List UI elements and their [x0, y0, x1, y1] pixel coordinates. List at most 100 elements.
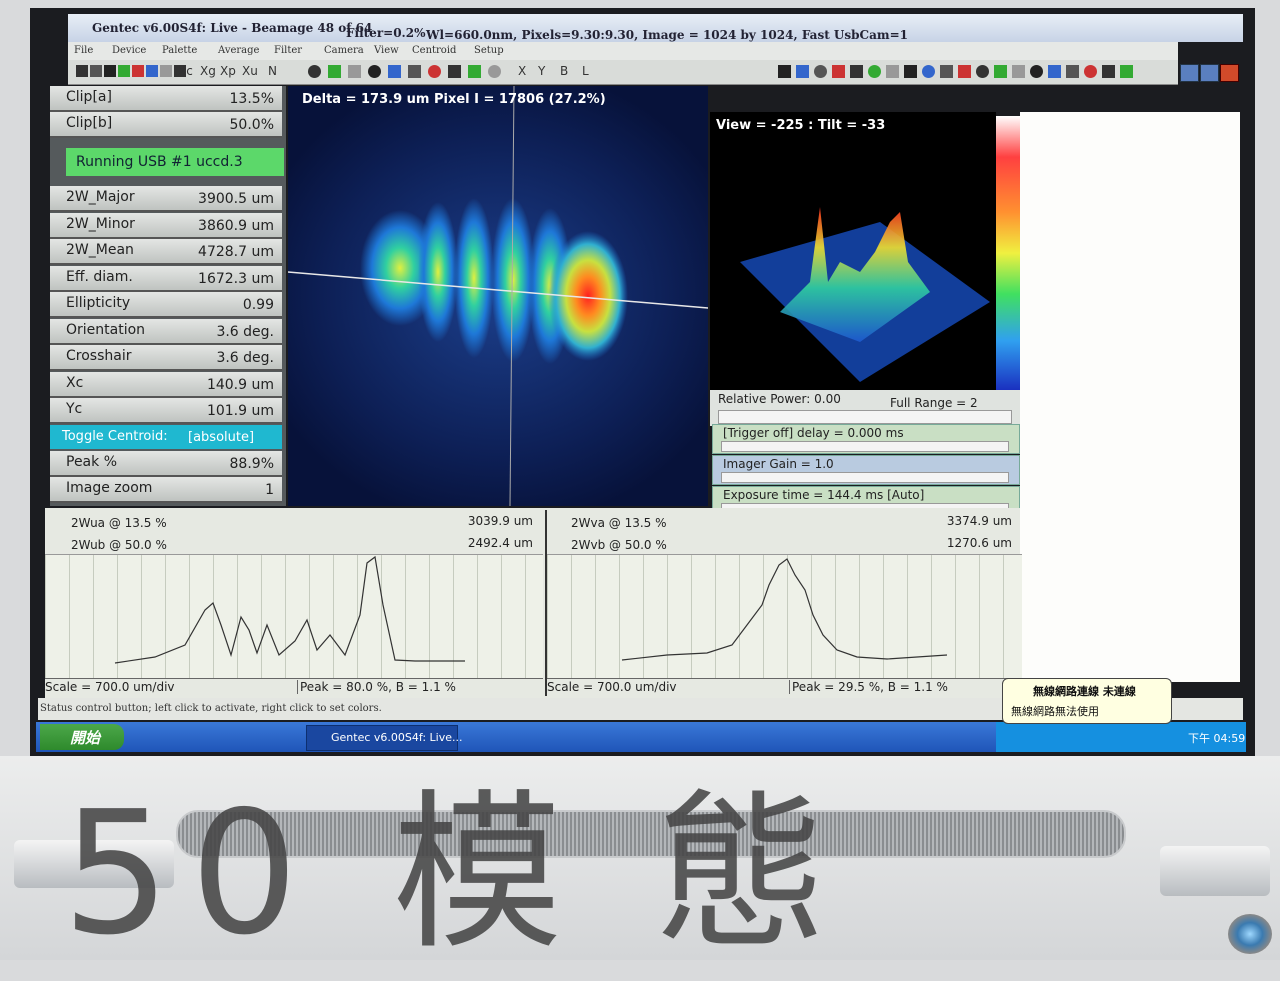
menu-item[interactable]: File — [74, 45, 94, 56]
toolbar-icon[interactable] — [904, 65, 917, 78]
maximize-button[interactable] — [1200, 64, 1219, 82]
toggle-label: Toggle Centroid: — [62, 428, 168, 444]
toolbar-icon[interactable] — [488, 65, 501, 78]
toolbar-icon[interactable] — [76, 65, 88, 77]
toolbar-icon[interactable] — [408, 65, 421, 78]
toolbar-icon[interactable] — [104, 65, 116, 77]
menu-item[interactable]: Camera — [324, 45, 364, 56]
close-button[interactable] — [1220, 64, 1239, 82]
toolbar-icon[interactable] — [448, 65, 461, 78]
balloon-text: 無線網路無法使用 — [1011, 705, 1099, 718]
profile-curve — [621, 558, 948, 661]
row-value: 101.9 um — [206, 403, 274, 419]
notification-balloon[interactable]: 無線網路連線 未連線 無線網路無法使用 — [1002, 678, 1172, 724]
toolbar-icon[interactable] — [1030, 65, 1043, 78]
toolbar-icon[interactable] — [1066, 65, 1079, 78]
toolbar-icon[interactable] — [1120, 65, 1133, 78]
toolbar-icon[interactable] — [368, 65, 381, 78]
start-button[interactable]: 開始 — [40, 724, 124, 750]
toolbar-icon[interactable] — [174, 65, 186, 77]
toolbar: Xc Xg Xp Xu N X Y B L — [68, 60, 1178, 85]
menu-item[interactable]: Palette — [162, 45, 198, 56]
menu-item[interactable]: Setup — [474, 45, 504, 56]
toolbar-icon[interactable] — [468, 65, 481, 78]
toolbar-button[interactable]: B — [560, 64, 569, 78]
toolbar-icon[interactable] — [868, 65, 881, 78]
toolbar-button[interactable]: Xp — [220, 64, 236, 78]
speaker-grill — [176, 810, 1126, 858]
row-label: Clip[a] — [66, 89, 112, 105]
power-button[interactable] — [1228, 914, 1272, 954]
toolbar-icon[interactable] — [922, 65, 935, 78]
profile-v: 2Wva @ 13.5 % 3374.9 um 2Wvb @ 50.0 % 1270.… — [545, 510, 1022, 696]
toolbar-button[interactable]: Xg — [200, 64, 216, 78]
toolbar-icon[interactable] — [1102, 65, 1115, 78]
row-label: Crosshair — [66, 348, 132, 364]
toolbar-icon[interactable] — [146, 65, 158, 77]
control-slider[interactable]: Imager Gain = 1.0 — [712, 455, 1020, 485]
toolbar-icon[interactable] — [832, 65, 845, 78]
toolbar-icon[interactable] — [958, 65, 971, 78]
measurement-row: 2W_Mean 4728.7 um — [50, 239, 282, 265]
menu-item[interactable]: View — [374, 45, 399, 56]
task-label: Gentec v6.00S4f: Live... — [331, 731, 463, 744]
toolbar-icon[interactable] — [308, 65, 321, 78]
toolbar-icon[interactable] — [428, 65, 441, 78]
toolbar-icon[interactable] — [348, 65, 361, 78]
menu-bar: File Device Palette Average Filter Camera View… — [68, 42, 1178, 60]
status-bar: Status control button; left click to act… — [38, 698, 1243, 720]
toggle-centroid[interactable]: Toggle Centroid: [absolute] — [50, 424, 282, 449]
profile-trace — [621, 558, 948, 661]
menu-item[interactable]: Device — [112, 45, 147, 56]
toolbar-icon[interactable] — [976, 65, 989, 78]
toolbar-icon[interactable] — [814, 65, 827, 78]
toolbar-button[interactable]: Xu — [242, 64, 258, 78]
toolbar-button[interactable]: L — [582, 64, 589, 78]
toolbar-icon[interactable] — [1048, 65, 1061, 78]
toolbar-icon[interactable] — [940, 65, 953, 78]
toolbar-icon[interactable] — [132, 65, 144, 77]
camera-info: Wl=660.0nm, Pixels=9.30:9.30, Image = 10… — [426, 28, 908, 42]
full-range: Full Range = 2 — [890, 396, 978, 410]
profile-footer: Scale = 700.0 um/div Peak = 80.0 %, B = 1… — [45, 678, 543, 695]
control-slider[interactable]: [Trigger off] delay = 0.000 ms — [712, 424, 1020, 454]
row-label: Yc — [66, 401, 83, 417]
menu-item[interactable]: Filter — [274, 45, 303, 56]
beam-image: Delta = 173.9 um Pixel I = 17806 (27.2%) — [288, 86, 708, 506]
row-value: 0.99 — [242, 297, 274, 313]
row-label: Ellipticity — [66, 295, 131, 311]
toolbar-button[interactable]: Y — [538, 64, 546, 78]
toolbar-icon[interactable] — [796, 65, 809, 78]
toolbar-button[interactable]: Xc — [178, 64, 193, 78]
menu-item[interactable]: Centroid — [412, 45, 457, 56]
toolbar-icon[interactable] — [1084, 65, 1097, 78]
status-text: Status control button; left click to act… — [40, 703, 382, 714]
menu-item[interactable]: Average — [218, 45, 260, 56]
toolbar-icon[interactable] — [328, 65, 341, 78]
toolbar-icon[interactable] — [778, 65, 791, 78]
toolbar-icon[interactable] — [160, 65, 172, 77]
toolbar-icon[interactable] — [994, 65, 1007, 78]
width-value: 1270.6 um — [946, 536, 1012, 550]
toolbar-icon[interactable] — [850, 65, 863, 78]
toolbar-button[interactable]: N — [268, 64, 277, 78]
toolbar-icon[interactable] — [118, 65, 130, 77]
measurement-row: 2W_Minor 3860.9 um — [50, 212, 282, 239]
image-header: Delta = 173.9 um Pixel I = 17806 (27.2%) — [302, 92, 606, 107]
view-3d-render — [740, 207, 990, 382]
measurement-row: Ellipticity 0.99 — [50, 292, 282, 318]
toolbar-icon[interactable] — [90, 65, 102, 77]
relative-power: Relative Power: 0.00 — [718, 392, 841, 406]
toolbar-icon[interactable] — [388, 65, 401, 78]
slider-track — [721, 441, 1009, 452]
window-title: Gentec v6.00S4f: Live - Beamage 48 of 64 — [92, 21, 373, 35]
toolbar-button[interactable]: X — [518, 64, 527, 78]
status-button[interactable]: Running USB #1 uccd.3 — [66, 148, 284, 176]
profile-trace — [114, 555, 465, 664]
view-label: View = -225 : Tilt = -33 — [716, 118, 886, 133]
minimize-button[interactable] — [1180, 64, 1199, 82]
control-label: Exposure time = 144.4 ms [Auto] — [723, 488, 925, 502]
toolbar-icon[interactable] — [886, 65, 899, 78]
toolbar-icon[interactable] — [1012, 65, 1025, 78]
task-button[interactable]: Gentec v6.00S4f: Live... — [306, 725, 463, 751]
